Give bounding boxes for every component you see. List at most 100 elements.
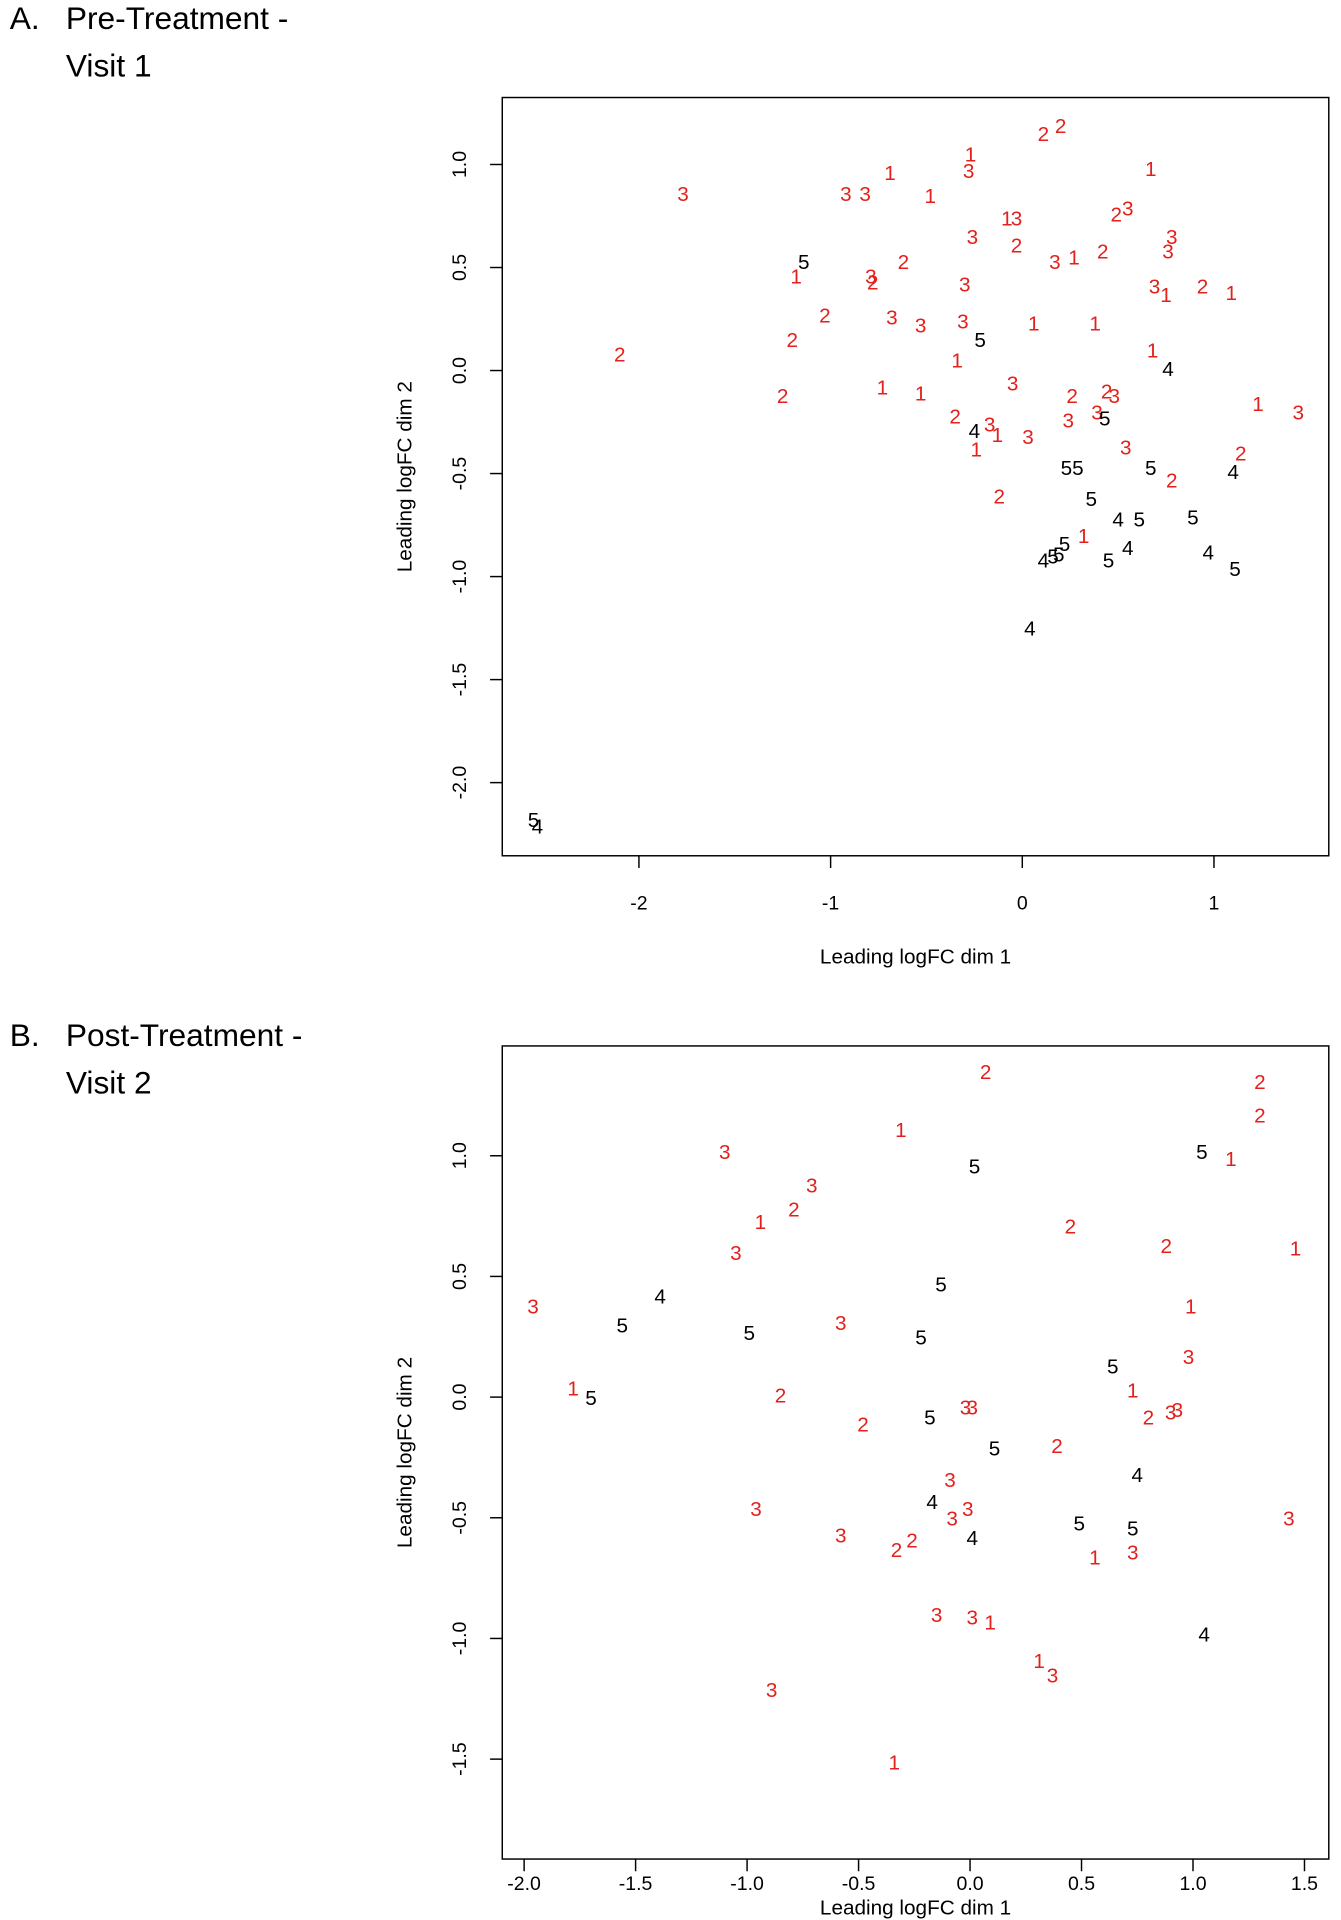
point: 1 <box>884 162 896 185</box>
point: 5 <box>1229 558 1241 581</box>
point: 3 <box>1293 401 1305 424</box>
point: 5 <box>1061 457 1073 480</box>
plot-box <box>501 96 1330 857</box>
point: 3 <box>1283 1508 1295 1531</box>
point: 3 <box>1120 436 1132 459</box>
point: 2 <box>775 1385 787 1408</box>
x-tick-label: -1.0 <box>730 1873 764 1895</box>
point: 5 <box>585 1387 597 1410</box>
point: 1 <box>971 438 983 461</box>
point: 3 <box>1007 372 1019 395</box>
point: 3 <box>1165 1401 1177 1424</box>
point: 2 <box>1160 1235 1172 1258</box>
point: 3 <box>1172 1399 1184 1422</box>
panel-label: A. <box>10 0 40 36</box>
y-tick-label: 1.0 <box>449 1142 471 1169</box>
point: 1 <box>1160 284 1172 307</box>
point: 2 <box>1166 469 1178 492</box>
point: 4 <box>532 815 544 838</box>
point: 5 <box>616 1315 628 1338</box>
x-tick-label: 0.5 <box>1068 1873 1095 1895</box>
point: 3 <box>1011 208 1023 231</box>
point: 3 <box>1063 410 1075 433</box>
y-axis-title: Leading logFC dim 2 <box>393 381 416 572</box>
point: 3 <box>946 1508 958 1531</box>
point: 3 <box>960 1397 972 1420</box>
point: 2 <box>1197 276 1209 299</box>
point: 5 <box>1086 488 1098 511</box>
point: 5 <box>1103 550 1115 573</box>
point: 3 <box>766 1679 778 1702</box>
point: 3 <box>840 183 852 206</box>
point: 2 <box>787 329 799 352</box>
point: 4 <box>1131 1464 1143 1487</box>
point: 3 <box>967 226 979 249</box>
point: 1 <box>1147 339 1159 362</box>
point: 5 <box>1099 407 1111 430</box>
point: 4 <box>1122 537 1134 560</box>
point: 5 <box>935 1274 947 1297</box>
point: 2 <box>1066 385 1078 408</box>
point: 4 <box>969 420 981 443</box>
point: 1 <box>1089 1546 1101 1569</box>
point: 2 <box>980 1061 992 1084</box>
x-tick-label: 1.5 <box>1291 1873 1318 1895</box>
point: 3 <box>959 274 971 297</box>
point: 3 <box>984 414 996 437</box>
point: 5 <box>974 329 986 352</box>
point: 2 <box>1065 1216 1077 1239</box>
y-tick-label: 0.5 <box>449 254 471 281</box>
x-tick-label: 1.0 <box>1179 1873 1206 1895</box>
point: 2 <box>857 1414 869 1437</box>
point: 1 <box>1252 393 1264 416</box>
point: 2 <box>1143 1406 1155 1429</box>
point: 4 <box>654 1286 666 1309</box>
point: 1 <box>992 424 1004 447</box>
y-tick-label: -0.5 <box>449 457 471 491</box>
y-tick-label: 0.0 <box>449 1383 471 1410</box>
point: 3 <box>1049 251 1061 274</box>
point: 2 <box>898 251 910 274</box>
point: 2 <box>1254 1071 1266 1094</box>
point: 2 <box>994 486 1006 509</box>
x-tick-label: 0.0 <box>956 1873 983 1895</box>
point: 3 <box>957 311 969 334</box>
point: 3 <box>931 1604 943 1627</box>
point: 1 <box>895 1119 907 1142</box>
x-tick-label: -2.0 <box>507 1873 541 1895</box>
point: 2 <box>949 405 961 428</box>
x-tick-label: -1.5 <box>619 1873 653 1895</box>
point: 3 <box>835 1525 847 1548</box>
point: 2 <box>1110 203 1122 226</box>
point: 2 <box>614 344 626 367</box>
point: 1 <box>1225 282 1237 305</box>
point: 2 <box>891 1539 903 1562</box>
point: 3 <box>859 183 871 206</box>
point: 1 <box>965 144 977 167</box>
point: 5 <box>924 1406 936 1429</box>
panel-title: Pre-Treatment - <box>66 0 288 36</box>
point: 3 <box>886 306 898 329</box>
y-axis-title: Leading logFC dim 2 <box>393 1357 416 1548</box>
point: 3 <box>1162 241 1174 264</box>
point: 1 <box>755 1211 767 1234</box>
point: 4 <box>1198 1624 1210 1647</box>
point: 3 <box>865 265 877 288</box>
point: 1 <box>915 383 927 406</box>
point: 3 <box>835 1312 847 1335</box>
point: 5 <box>798 251 810 274</box>
point: 3 <box>730 1242 742 1265</box>
point: 5 <box>1047 546 1059 569</box>
point: 4 <box>1202 541 1214 564</box>
x-tick-label: 0 <box>1017 893 1028 915</box>
point: 5 <box>989 1438 1001 1461</box>
point: 1 <box>1068 247 1080 270</box>
point: 4 <box>1024 618 1036 641</box>
point: 2 <box>1011 234 1023 257</box>
point: 5 <box>1145 457 1157 480</box>
point: 1 <box>951 350 963 373</box>
point: 2 <box>788 1199 800 1222</box>
point: 1 <box>1290 1237 1302 1260</box>
point: 1 <box>790 265 802 288</box>
